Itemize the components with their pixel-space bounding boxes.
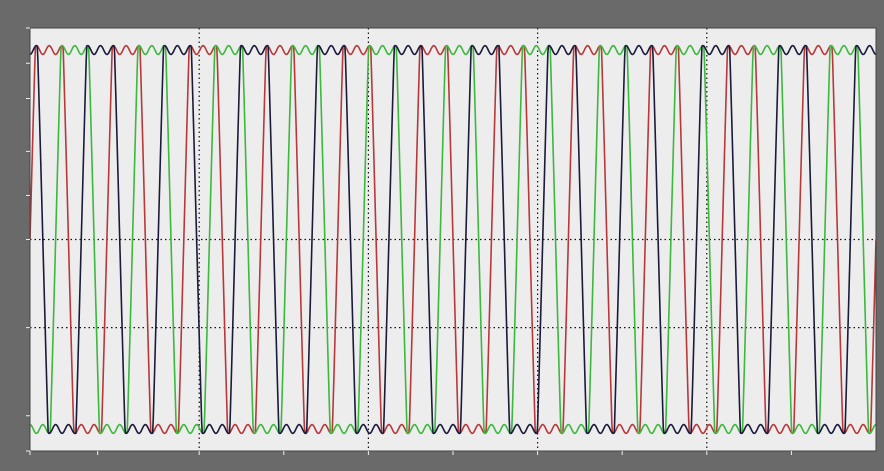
series-layer	[29, 44, 877, 435]
x-axis-ticks	[29, 451, 792, 455]
series-line-1	[29, 44, 877, 435]
y-axis-ticks	[26, 27, 30, 452]
series-line-3	[29, 44, 877, 435]
series-line-2	[29, 44, 877, 435]
